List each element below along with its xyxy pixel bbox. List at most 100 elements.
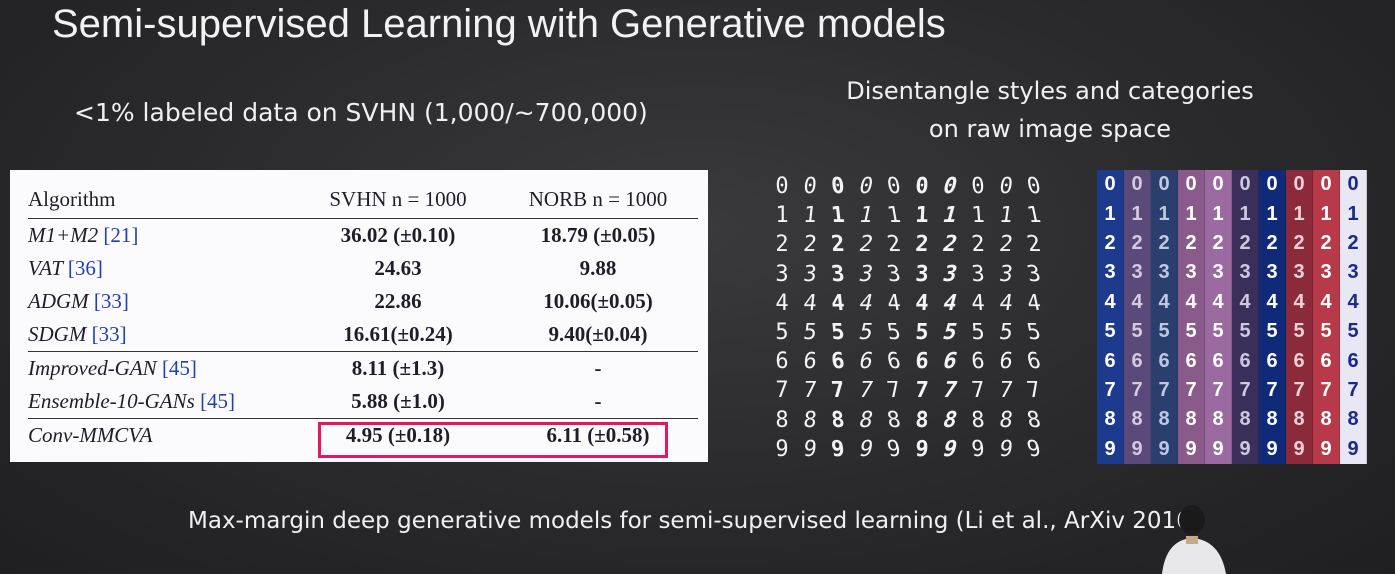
svhn-digit-sample: 7 bbox=[1097, 375, 1124, 406]
svhn-digit-sample: 5 bbox=[1205, 316, 1232, 347]
mnist-digit-sample: 4 bbox=[802, 290, 818, 316]
subtitle-right: Disentangle styles and categories on raw… bbox=[820, 72, 1280, 148]
mnist-digit-sample: 4 bbox=[970, 290, 986, 316]
mnist-digit-sample: 5 bbox=[802, 320, 818, 346]
svhn-digit-sample: 7 bbox=[1232, 375, 1259, 406]
table-cell-norb: - bbox=[498, 351, 698, 385]
svhn-digit-sample: 9 bbox=[1313, 434, 1340, 464]
algorithm-name: ADGM bbox=[28, 289, 89, 313]
mnist-digit-sample: 2 bbox=[775, 232, 789, 258]
svhn-digit-sample: 3 bbox=[1097, 258, 1124, 288]
algorithm-name: SDGM bbox=[28, 322, 87, 346]
header-svhn: SVHN n = 1000 bbox=[298, 180, 498, 219]
svhn-digit-sample: 1 bbox=[1124, 199, 1151, 229]
citation-ref: [45] bbox=[200, 389, 236, 413]
svhn-digit-sample: 9 bbox=[1340, 434, 1367, 464]
svhn-digit-sample: 4 bbox=[1205, 287, 1232, 317]
table-row: SDGM [33] 16.61(±0.24) 9.40(±0.04) bbox=[28, 318, 698, 352]
svhn-digit-sample: 7 bbox=[1259, 375, 1286, 406]
svhn-digit-sample: 5 bbox=[1178, 316, 1205, 347]
table-cell-svhn: 24.63 bbox=[374, 256, 422, 280]
speaker-silhouette bbox=[1162, 505, 1226, 574]
svhn-digit-sample: 6 bbox=[1340, 346, 1367, 376]
table-cell-algorithm: VAT [36] bbox=[28, 252, 298, 285]
svhn-digit-sample: 3 bbox=[1286, 258, 1313, 288]
svhn-digit-sample: 3 bbox=[1151, 258, 1178, 288]
svhn-digit-sample: 1 bbox=[1232, 199, 1259, 229]
algorithm-name: Improved-GAN bbox=[28, 356, 157, 380]
mnist-digit-sample: 0 bbox=[970, 174, 986, 200]
mnist-digit-sample: 5 bbox=[1024, 320, 1044, 346]
mnist-digit-sample: 0 bbox=[1024, 174, 1044, 200]
mnist-digit-sample: 8 bbox=[775, 407, 789, 433]
svhn-digit-sample: 7 bbox=[1340, 375, 1367, 406]
svhn-digit-sample: 6 bbox=[1313, 346, 1340, 376]
algorithm-name: VAT bbox=[28, 256, 63, 280]
mnist-digit-sample: 8 bbox=[970, 407, 986, 433]
table-cell-norb: 9.40(±0.04) bbox=[548, 322, 648, 346]
svhn-digit-sample: 2 bbox=[1205, 228, 1232, 259]
svhn-digit-sample: 0 bbox=[1340, 170, 1367, 200]
mnist-digit-sample: 7 bbox=[885, 378, 903, 404]
mnist-digit-sample: 6 bbox=[970, 349, 986, 375]
svhn-digit-sample: 1 bbox=[1097, 199, 1124, 229]
svhn-digit-sample: 9 bbox=[1259, 434, 1286, 464]
algorithm-name: Conv-MMCVA bbox=[28, 423, 153, 447]
svhn-digit-sample: 2 bbox=[1286, 228, 1313, 259]
results-table-card: Algorithm SVHN n = 1000 NORB n = 1000 M1… bbox=[10, 170, 708, 462]
svhn-digit-sample: 2 bbox=[1124, 228, 1151, 259]
mnist-digit-sample: 4 bbox=[885, 290, 903, 316]
svhn-digit-sample: 5 bbox=[1340, 316, 1367, 347]
svhn-digit-sample: 8 bbox=[1151, 405, 1178, 435]
subtitle-right-line2: on raw image space bbox=[928, 115, 1172, 143]
header-algorithm: Algorithm bbox=[28, 180, 298, 219]
mnist-digit-sample: 7 bbox=[1024, 378, 1044, 404]
table-cell-svhn: 36.02 (±0.10) bbox=[340, 223, 456, 247]
mnist-digit-sample: 0 bbox=[885, 174, 903, 200]
mnist-digit-sample: 2 bbox=[970, 232, 986, 258]
algorithm-name: Ensemble-10-GANs bbox=[28, 389, 195, 413]
svhn-digit-sample: 0 bbox=[1286, 170, 1313, 200]
svhn-digit-sample: 2 bbox=[1178, 228, 1205, 259]
mnist-digit-sample: 1 bbox=[970, 203, 986, 229]
table-cell-algorithm: ADGM [33] bbox=[28, 285, 298, 318]
table-row: M1+M2 [21] 36.02 (±0.10) 18.79 (±0.05) bbox=[28, 219, 698, 253]
table-cell-algorithm: Improved-GAN [45] bbox=[28, 351, 298, 385]
svhn-digit-sample: 0 bbox=[1151, 170, 1178, 200]
svhn-digit-sample: 7 bbox=[1313, 375, 1340, 406]
mnist-digit-sample: 5 bbox=[775, 320, 789, 346]
svhn-digit-sample: 2 bbox=[1313, 228, 1340, 259]
svhn-digit-sample: 3 bbox=[1259, 258, 1286, 288]
mnist-digit-sample: 0 bbox=[775, 174, 789, 200]
svhn-digit-sample: 7 bbox=[1124, 375, 1151, 406]
svhn-digit-sample: 2 bbox=[1232, 228, 1259, 259]
mnist-digit-sample: 8 bbox=[802, 407, 818, 433]
svhn-digit-sample: 6 bbox=[1259, 346, 1286, 376]
svhn-digit-sample: 8 bbox=[1178, 405, 1205, 435]
svhn-digit-sample: 3 bbox=[1178, 258, 1205, 288]
table-cell-algorithm: SDGM [33] bbox=[28, 318, 298, 352]
svhn-digit-sample: 6 bbox=[1151, 346, 1178, 376]
table-cell-norb: 9.88 bbox=[579, 256, 617, 280]
svhn-digit-sample: 9 bbox=[1205, 434, 1232, 464]
table-cell-algorithm: M1+M2 [21] bbox=[28, 219, 298, 253]
svhn-digit-sample: 8 bbox=[1286, 405, 1313, 435]
svhn-digit-sample: 3 bbox=[1313, 258, 1340, 288]
mnist-digit-sample: 3 bbox=[1024, 261, 1044, 287]
svhn-digit-sample: 2 bbox=[1151, 228, 1178, 259]
svhn-digit-sample: 5 bbox=[1151, 316, 1178, 347]
svhn-digit-sample: 7 bbox=[1178, 375, 1205, 406]
mnist-digit-sample: 3 bbox=[885, 261, 903, 287]
svhn-digit-sample: 5 bbox=[1313, 316, 1340, 347]
svhn-digit-sample: 8 bbox=[1313, 405, 1340, 435]
subtitle-left: <1% labeled data on SVHN (1,000/~700,000… bbox=[74, 98, 648, 127]
mnist-digit-sample: 7 bbox=[775, 378, 789, 404]
mnist-digit-sample: 3 bbox=[775, 261, 789, 287]
citation-ref: [21] bbox=[103, 223, 139, 247]
table-cell-svhn: 16.61(±0.24) bbox=[343, 322, 453, 346]
table-header-row: Algorithm SVHN n = 1000 NORB n = 1000 bbox=[28, 180, 698, 219]
citation-ref: [33] bbox=[91, 322, 127, 346]
mnist-digit-sample: 9 bbox=[970, 436, 986, 462]
